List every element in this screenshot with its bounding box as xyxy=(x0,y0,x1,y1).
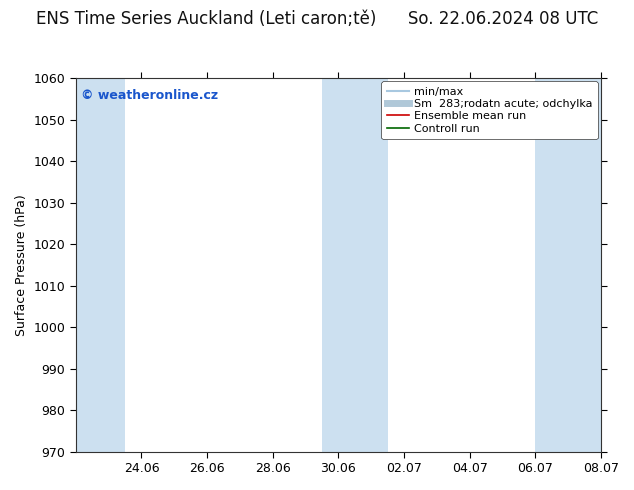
Bar xyxy=(76,78,125,452)
Legend: min/max, Sm  283;rodatn acute; odchylka, Ensemble mean run, Controll run: min/max, Sm 283;rodatn acute; odchylka, … xyxy=(382,81,598,139)
Bar xyxy=(535,78,601,452)
Text: ENS Time Series Auckland (Leti caron;tě)      So. 22.06.2024 08 UTC: ENS Time Series Auckland (Leti caron;tě)… xyxy=(36,10,598,28)
Text: © weatheronline.cz: © weatheronline.cz xyxy=(81,89,218,102)
Y-axis label: Surface Pressure (hPa): Surface Pressure (hPa) xyxy=(15,194,28,336)
Bar xyxy=(322,78,387,452)
